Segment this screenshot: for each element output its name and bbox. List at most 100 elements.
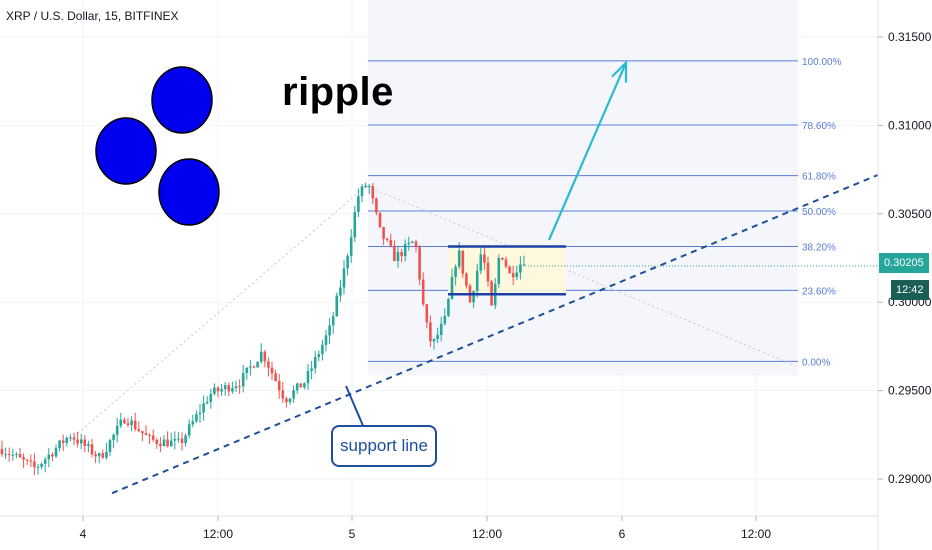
candle-body [407,242,411,245]
candle-body [202,403,205,413]
fib-level-label: 38.20% [802,243,836,254]
candle-body [137,429,141,432]
candle-body [97,453,101,457]
candle-body [429,322,432,342]
candle-body [263,351,267,362]
candle-body [317,354,321,357]
candle-body [123,419,126,424]
fib-trend-lines [69,185,797,441]
candle-body [292,390,295,399]
y-tick-label: 0.30500 [888,207,932,221]
fib-area [368,0,798,376]
candle-body [198,412,202,415]
candle-body [439,323,443,335]
candle-body [414,241,418,248]
candle-body [378,212,382,228]
candle-body [299,383,303,388]
candle-body [144,433,148,435]
brand-text: ripple [282,70,394,114]
candle-body [169,440,173,447]
x-tick-label: 12:00 [741,527,771,541]
candle-body [115,425,119,435]
candle-body [335,295,339,317]
candle-body [227,385,231,392]
candle-body [511,273,515,278]
candle-body [306,370,310,384]
range-lines [448,245,566,296]
x-tick-label: 12:00 [203,527,233,541]
candle-body [483,254,486,263]
candle-body [40,463,43,467]
candle-body [328,325,331,336]
y-tick-label: 0.31000 [888,118,932,132]
candle-body [313,356,317,369]
candle-body [252,366,256,368]
candle-body [504,259,508,267]
logo-circle [158,158,220,226]
candle-body [425,304,429,323]
last-price-tag: 0.30205 [879,253,929,273]
candle-body [436,334,439,340]
candle-body [231,388,234,392]
candle-body [29,460,33,462]
candle-body [403,244,407,257]
candle-body [522,264,526,266]
time-axis[interactable]: 4 12:00 5 12:00 6 12:00 [80,516,772,541]
fib-level-label: 0.00% [802,357,830,368]
candle-body [195,414,198,422]
candle-body [213,387,216,394]
candle-body [159,443,162,447]
y-tick-label: 0.29500 [888,384,932,398]
ripple-logo [95,66,220,226]
candle-body [58,440,61,449]
candle-body [421,279,425,305]
candle-body [223,385,227,390]
candle-body [324,335,328,345]
y-tick-label: 0.31500 [888,30,932,44]
candle-body [396,252,400,262]
candle-body [353,212,357,238]
candle-body [54,448,58,457]
arrow-head [611,59,628,83]
candle-body [501,257,504,260]
candle-body [375,198,378,213]
candle-body [465,273,468,286]
candle-body [177,438,180,440]
candle-body [288,398,292,403]
candle-body [151,435,155,440]
candle-body [346,255,349,269]
candle-body [241,372,245,387]
candle-body [43,459,47,464]
candle-body [209,393,213,402]
candle-body [94,454,97,457]
symbol-title: XRP / U.S. Dollar, 15, BITFINEX [6,9,179,23]
price-axis[interactable]: 0.290000.295000.300000.305000.310000.315… [878,30,932,486]
candle-body [245,367,249,373]
range-box [448,246,566,295]
candle-body [342,268,346,288]
candle-body [47,454,51,460]
candle-body [126,423,130,426]
candle-body [295,383,299,391]
candle-body [371,185,375,199]
candle-body [166,439,169,447]
candle-body [285,398,288,403]
candle-body [4,454,7,456]
candle-body [11,454,15,456]
candle-body [277,381,281,391]
candle-body [191,421,195,425]
candle-body [472,291,475,303]
candle-body [234,386,238,389]
candle-body [457,250,461,267]
candle-body [450,277,454,300]
candle-body [184,435,187,444]
candle-body [155,439,159,444]
candle-body [267,361,270,368]
candle-body [310,368,313,371]
candle-body [162,439,166,447]
candle-body [418,247,421,280]
callout-pointer [345,385,392,429]
candle-body [360,186,364,197]
arrow-shaft [547,62,628,241]
